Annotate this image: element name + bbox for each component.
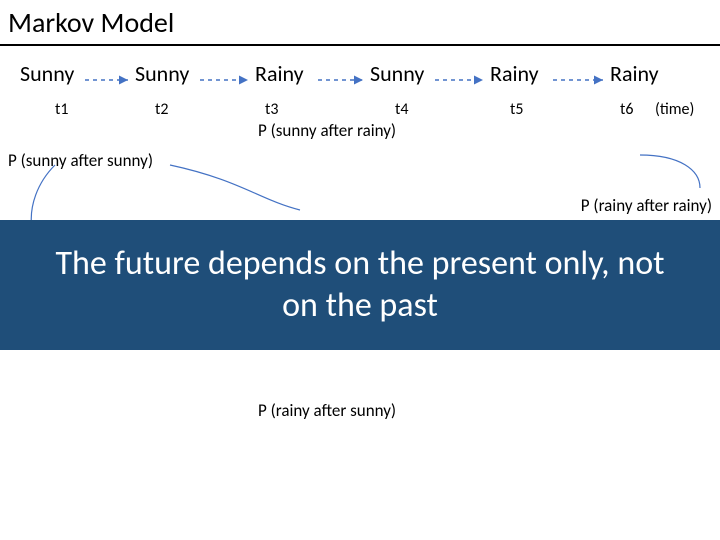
label-p-sunny-after-rainy: P (sunny after rainy) [258,120,396,141]
time-5: t6 [620,100,633,119]
state-4: Rainy [490,60,539,87]
slide-title: Markov Model [8,5,174,40]
time-0: t1 [55,100,68,119]
key-message-banner: The future depends on the present only, … [0,220,720,350]
label-p-rainy-after-sunny: P (rainy after sunny) [258,400,396,421]
state-sequence: Sunny Sunny Rainy Sunny Rainy Rainy [0,60,720,100]
state-1: Sunny [135,60,189,87]
label-p-sunny-after-sunny: P (sunny after sunny) [8,150,153,171]
state-0: Sunny [20,60,74,87]
time-3: t4 [395,100,408,119]
title-bar: Markov Model [0,0,720,46]
time-4: t5 [510,100,523,119]
time-axis-label: (time) [655,100,694,119]
time-2: t3 [265,100,278,119]
time-1: t2 [155,100,168,119]
label-p-rainy-after-rainy: P (rainy after rainy) [581,195,712,216]
state-3: Sunny [370,60,424,87]
state-5: Rainy [610,60,659,87]
key-message-text: The future depends on the present only, … [40,243,680,328]
state-2: Rainy [255,60,304,87]
